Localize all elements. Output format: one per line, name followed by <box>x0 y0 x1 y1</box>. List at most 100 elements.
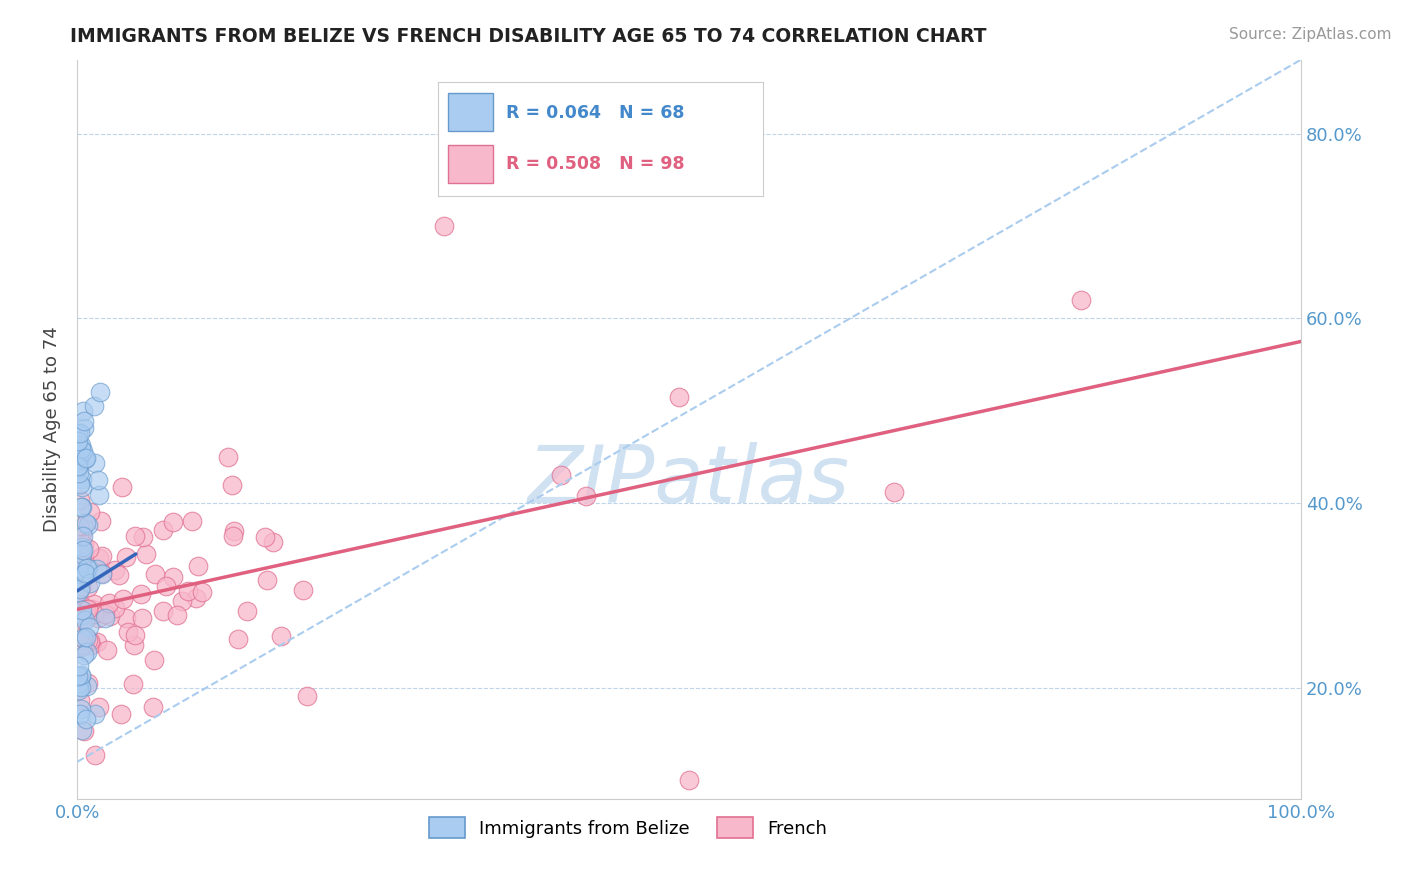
Point <box>70 603 93 617</box>
Point <box>96 642 118 657</box>
Point <box>121 677 143 691</box>
Point <box>186 591 208 605</box>
Point <box>166 607 188 622</box>
Point <box>69 448 91 462</box>
Point <box>104 601 127 615</box>
Point <box>70 525 93 540</box>
Point <box>122 638 145 652</box>
Point <box>86 562 108 576</box>
Point <box>142 700 165 714</box>
Point <box>66 437 89 451</box>
Point <box>69 692 91 706</box>
Point <box>66 459 89 474</box>
Point <box>70 638 93 652</box>
Point <box>66 460 89 475</box>
Point <box>72 631 94 645</box>
Point <box>1070 293 1092 307</box>
Point <box>70 541 93 555</box>
Legend: Immigrants from Belize, French: Immigrants from Belize, French <box>422 810 835 846</box>
Point <box>69 706 91 721</box>
Point <box>69 467 91 481</box>
Point <box>87 551 110 566</box>
Point <box>76 560 98 574</box>
Point <box>77 620 100 634</box>
Point <box>93 607 115 622</box>
Point <box>162 570 184 584</box>
Point <box>70 480 93 494</box>
Point <box>70 552 93 566</box>
Point <box>73 566 96 580</box>
Point <box>235 604 257 618</box>
Point <box>129 587 152 601</box>
Point <box>222 529 245 543</box>
Point <box>94 611 117 625</box>
Point <box>70 681 93 695</box>
Point <box>70 667 93 681</box>
Point <box>187 559 209 574</box>
Point <box>75 516 97 530</box>
Point <box>98 609 121 624</box>
Point <box>114 611 136 625</box>
Point <box>883 485 905 500</box>
Point <box>76 562 98 576</box>
Point <box>73 421 96 435</box>
Point <box>73 538 96 552</box>
Point <box>72 563 94 577</box>
Point <box>75 568 97 582</box>
Point <box>69 596 91 610</box>
Point <box>79 575 101 590</box>
Text: IMMIGRANTS FROM BELIZE VS FRENCH DISABILITY AGE 65 TO 74 CORRELATION CHART: IMMIGRANTS FROM BELIZE VS FRENCH DISABIL… <box>70 27 987 45</box>
Point <box>79 505 101 519</box>
Point <box>87 700 110 714</box>
Point <box>433 219 456 233</box>
Point <box>75 613 97 627</box>
Point <box>75 451 97 466</box>
Point <box>72 528 94 542</box>
Point <box>73 634 96 648</box>
Point <box>70 607 93 622</box>
Point <box>83 607 105 622</box>
Point <box>67 528 90 542</box>
Point <box>77 542 100 557</box>
Point <box>132 530 155 544</box>
Point <box>67 427 90 442</box>
Point <box>221 478 243 492</box>
Point <box>143 566 166 581</box>
Point <box>574 489 596 503</box>
Point <box>90 549 112 564</box>
Point <box>111 480 134 494</box>
Point <box>73 648 96 662</box>
Point <box>69 573 91 587</box>
Point <box>217 450 239 465</box>
Point <box>69 477 91 491</box>
Point <box>67 676 90 690</box>
Point <box>172 594 194 608</box>
Point <box>70 613 93 627</box>
Point <box>152 523 174 537</box>
Point <box>84 747 107 762</box>
Point <box>76 645 98 659</box>
Point <box>66 434 89 448</box>
Text: ZIPatlas: ZIPatlas <box>529 442 851 520</box>
Point <box>86 635 108 649</box>
Point <box>70 723 93 737</box>
Point <box>83 607 105 621</box>
Point <box>135 547 157 561</box>
Point <box>89 385 111 400</box>
Point <box>70 580 93 594</box>
Point <box>70 438 93 452</box>
Point <box>67 658 90 673</box>
Point <box>73 414 96 428</box>
Point <box>90 514 112 528</box>
Point <box>69 640 91 654</box>
Point <box>83 456 105 470</box>
Point <box>70 547 93 561</box>
Point <box>72 543 94 558</box>
Point <box>98 596 121 610</box>
Point <box>668 390 690 404</box>
Point <box>83 598 105 612</box>
Point <box>75 712 97 726</box>
Point <box>256 573 278 587</box>
Text: Source: ZipAtlas.com: Source: ZipAtlas.com <box>1229 27 1392 42</box>
Point <box>70 500 93 514</box>
